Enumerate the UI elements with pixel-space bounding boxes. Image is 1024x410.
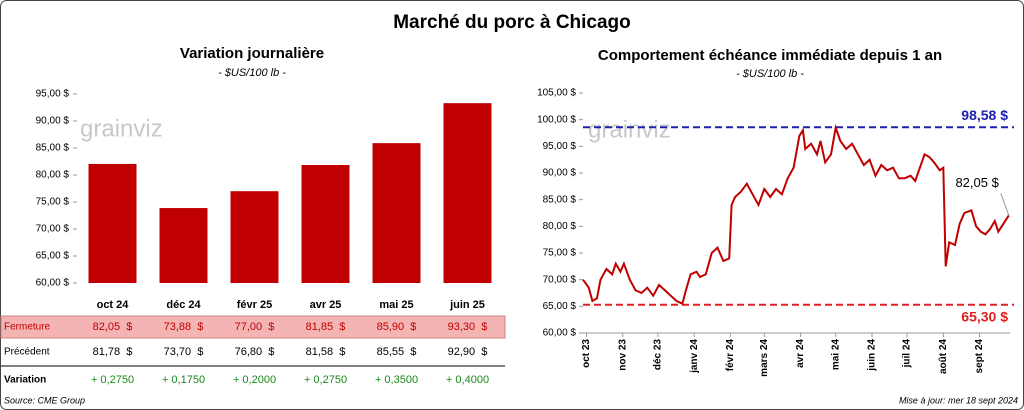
y-tick-label: 100,00 $ <box>537 114 576 125</box>
x-tick-label: nov 23 <box>617 339 628 371</box>
x-tick-label: mai 25 <box>379 299 413 311</box>
y-tick-label: 90,00 $ <box>36 116 70 127</box>
y-tick-label: 65,00 $ <box>543 301 577 312</box>
x-tick-label: mars 24 <box>759 339 770 377</box>
y-tick-label: 80,00 $ <box>543 221 577 232</box>
y-tick-label: 60,00 $ <box>36 278 70 289</box>
bar <box>88 163 137 283</box>
source: Source: CME Group <box>4 395 85 405</box>
row-label: Précédent <box>4 347 50 358</box>
previous-value: 81,58 $ <box>306 346 346 358</box>
bar <box>372 143 421 283</box>
y-tick-label: 95,00 $ <box>36 89 70 100</box>
closing-value: 81,85 $ <box>306 321 346 333</box>
y-tick-label: 70,00 $ <box>543 274 577 285</box>
change-value: + 0,3500 <box>375 374 418 386</box>
previous-value: 73,70 $ <box>164 346 204 358</box>
row-label: Fermeture <box>4 322 51 333</box>
previous-value: 92,90 $ <box>448 346 488 358</box>
line-title: Comportement échéance immédiate depuis 1… <box>598 47 942 64</box>
watermark: grainviz <box>80 115 163 142</box>
y-tick-label: 70,00 $ <box>36 224 70 235</box>
change-value: + 0,1750 <box>162 374 205 386</box>
updated: Mise à jour: mer 18 sept 2024 <box>899 395 1018 405</box>
previous-value: 81,78 $ <box>93 346 133 358</box>
x-tick-label: avr 24 <box>795 339 806 368</box>
closing-value: 85,90 $ <box>377 321 417 333</box>
bar <box>230 191 279 283</box>
reference-label: 65,30 $ <box>961 308 1008 324</box>
bar-title: Variation journalière <box>180 45 324 62</box>
y-tick-label: 60,00 $ <box>543 328 577 339</box>
y-tick-label: 65,00 $ <box>36 251 70 262</box>
x-tick-label: août 24 <box>938 339 949 374</box>
y-tick-label: 90,00 $ <box>543 168 577 179</box>
price-line <box>582 123 1010 306</box>
closing-value: 93,30 $ <box>448 321 488 333</box>
change-value: + 0,2750 <box>304 374 347 386</box>
previous-value: 76,80 $ <box>235 346 275 358</box>
y-tick-label: 75,00 $ <box>543 248 577 259</box>
x-tick-label: juil 24 <box>902 339 913 369</box>
y-tick-label: 80,00 $ <box>36 170 70 181</box>
annotation-leader <box>1000 193 1010 216</box>
change-value: + 0,2750 <box>91 374 134 386</box>
x-tick-label: oct 24 <box>97 299 130 311</box>
table-row-bg <box>0 315 506 339</box>
closing-value: 82,05 $ <box>93 321 133 333</box>
y-tick-label: 85,00 $ <box>543 194 577 205</box>
closing-value: 77,00 $ <box>235 321 275 333</box>
x-tick-label: févr 25 <box>237 299 272 311</box>
x-tick-label: avr 25 <box>310 299 342 311</box>
annotation: 82,05 $ <box>955 175 999 190</box>
watermark: grainviz <box>588 116 671 143</box>
x-tick-label: févr 24 <box>725 339 736 372</box>
y-tick-label: 75,00 $ <box>36 197 70 208</box>
row-label: Variation <box>4 375 46 386</box>
x-tick-label: juin 24 <box>867 339 878 372</box>
line-subtitle: - $US/100 lb - <box>736 68 804 80</box>
bar-subtitle: - $US/100 lb - <box>218 67 286 79</box>
x-tick-label: déc 23 <box>653 339 664 371</box>
y-tick-label: 105,00 $ <box>537 88 576 99</box>
y-tick-label: 95,00 $ <box>543 141 577 152</box>
x-tick-label: janv 24 <box>689 339 700 374</box>
page-title: Marché du porc à Chicago <box>393 12 631 33</box>
bar <box>159 208 208 283</box>
previous-value: 85,55 $ <box>377 346 417 358</box>
x-tick-label: mai 24 <box>830 339 841 371</box>
x-tick-label: sept 24 <box>974 339 985 374</box>
x-tick-label: juin 25 <box>449 299 485 311</box>
y-tick-label: 85,00 $ <box>36 143 70 154</box>
bar <box>443 103 492 284</box>
x-tick-label: oct 23 <box>581 339 592 368</box>
change-value: + 0,4000 <box>446 374 489 386</box>
reference-label: 98,58 $ <box>961 107 1008 123</box>
closing-value: 73,88 $ <box>164 321 204 333</box>
x-tick-label: déc 24 <box>166 299 201 311</box>
bar <box>301 165 350 283</box>
change-value: + 0,2000 <box>233 374 276 386</box>
